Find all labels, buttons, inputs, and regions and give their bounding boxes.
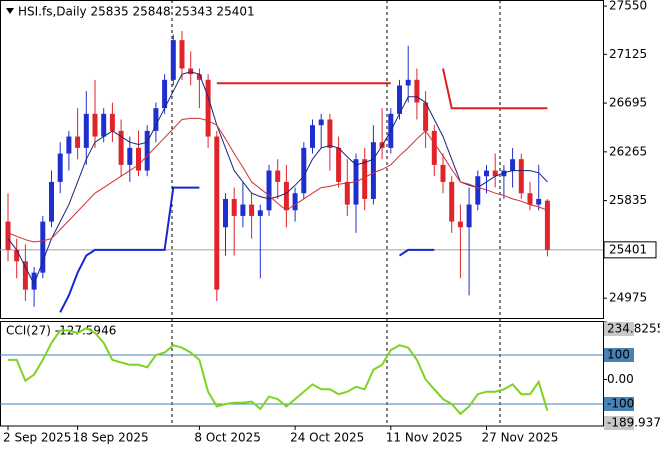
x-tick-label: 24 Oct 2025 — [290, 431, 364, 445]
candle-body — [57, 153, 63, 182]
cci-line — [8, 326, 549, 416]
y-tick-box — [604, 348, 634, 363]
candle-body — [544, 200, 550, 250]
candle-body — [31, 272, 37, 290]
candle-body — [475, 176, 481, 205]
candle-body — [440, 164, 446, 182]
candle-body — [362, 159, 368, 199]
candle-body — [257, 210, 263, 216]
candle-body — [344, 181, 350, 205]
y-tick-label: 26695 — [609, 96, 647, 110]
overlay-line — [59, 186, 435, 313]
candle-body — [336, 147, 342, 182]
candle-body — [466, 204, 472, 228]
y-tick-label: -100 — [607, 396, 634, 410]
candle-body — [118, 130, 124, 165]
x-tick-label: 2 Sep 2025 — [3, 431, 71, 445]
candle-body — [196, 74, 202, 80]
candle-body — [310, 125, 315, 148]
y-tick-label: 27550 — [609, 0, 647, 13]
candle-body — [405, 79, 411, 86]
y-tick-label: 24975 — [609, 291, 647, 305]
candle-body — [66, 136, 72, 154]
candle-body — [5, 221, 11, 250]
y-tick-box — [604, 396, 634, 411]
candle-body — [266, 170, 272, 211]
candle-body — [431, 130, 437, 165]
candle-body — [327, 119, 333, 148]
candle-body — [527, 193, 533, 205]
candle-body — [370, 142, 376, 199]
main-panel — [0, 0, 604, 319]
candle-body — [205, 79, 211, 137]
candle-body — [162, 79, 168, 109]
candle-body — [492, 170, 498, 177]
title-marker — [6, 8, 14, 14]
overlay-line — [7, 71, 548, 286]
candle-body — [188, 68, 194, 75]
x-tick-label: 11 Nov 2025 — [386, 431, 463, 445]
y-tick-label: 25835 — [609, 193, 647, 207]
y-tick-label: 0.00 — [607, 372, 634, 386]
y-tick-box — [604, 322, 634, 336]
candle-body — [301, 147, 307, 194]
candle-body — [240, 204, 246, 216]
candle-body — [231, 198, 237, 216]
candle-body — [510, 159, 516, 171]
candle-body — [457, 221, 463, 228]
x-tick-label: 18 Sep 2025 — [73, 431, 149, 445]
y-tick-label: 26265 — [609, 144, 647, 158]
overlay-line — [7, 117, 548, 243]
chart-title: HSI.fs,Daily 25835 25848 25343 25401 — [18, 5, 255, 19]
last-price-label: 25401 — [609, 242, 647, 256]
candle-body — [518, 159, 524, 194]
candle-body — [92, 113, 98, 137]
x-tick-label: 8 Oct 2025 — [194, 431, 261, 445]
candle-body — [75, 136, 81, 148]
candle-body — [318, 119, 324, 126]
candle-body — [536, 198, 542, 205]
candle-body — [414, 79, 420, 103]
candle-body — [449, 181, 455, 222]
candle-body — [170, 40, 176, 80]
candle-body — [40, 221, 46, 273]
y-tick-label: -189.9376 — [607, 416, 660, 430]
candle-body — [501, 170, 507, 177]
candle-body — [397, 85, 402, 114]
candle-body — [14, 249, 20, 262]
candle-body — [292, 193, 298, 211]
candle-body — [283, 181, 289, 211]
candle-body — [109, 113, 115, 131]
y-tick-box — [604, 416, 634, 430]
candle-body — [179, 40, 185, 69]
cci-panel — [0, 321, 604, 427]
candle-body — [275, 170, 281, 182]
candle-body — [144, 130, 150, 171]
candle-body — [101, 113, 107, 137]
candle-body — [153, 108, 159, 131]
candle-body — [83, 113, 89, 148]
candle-body — [423, 102, 429, 131]
candle-body — [136, 147, 141, 171]
x-tick-label: 27 Nov 2025 — [482, 431, 559, 445]
candle-body — [484, 170, 489, 177]
y-tick-label: 234.8255 — [607, 322, 660, 336]
last-price-box — [603, 241, 657, 259]
candle-body — [127, 147, 133, 165]
candle-body — [223, 198, 228, 228]
candle-body — [249, 204, 255, 216]
y-tick-label: 27125 — [609, 47, 647, 61]
overlay-line — [216, 68, 548, 110]
candle-body — [214, 136, 220, 290]
candle-body — [49, 181, 54, 222]
y-tick-label: 100 — [607, 348, 630, 362]
candle-body — [22, 261, 28, 290]
